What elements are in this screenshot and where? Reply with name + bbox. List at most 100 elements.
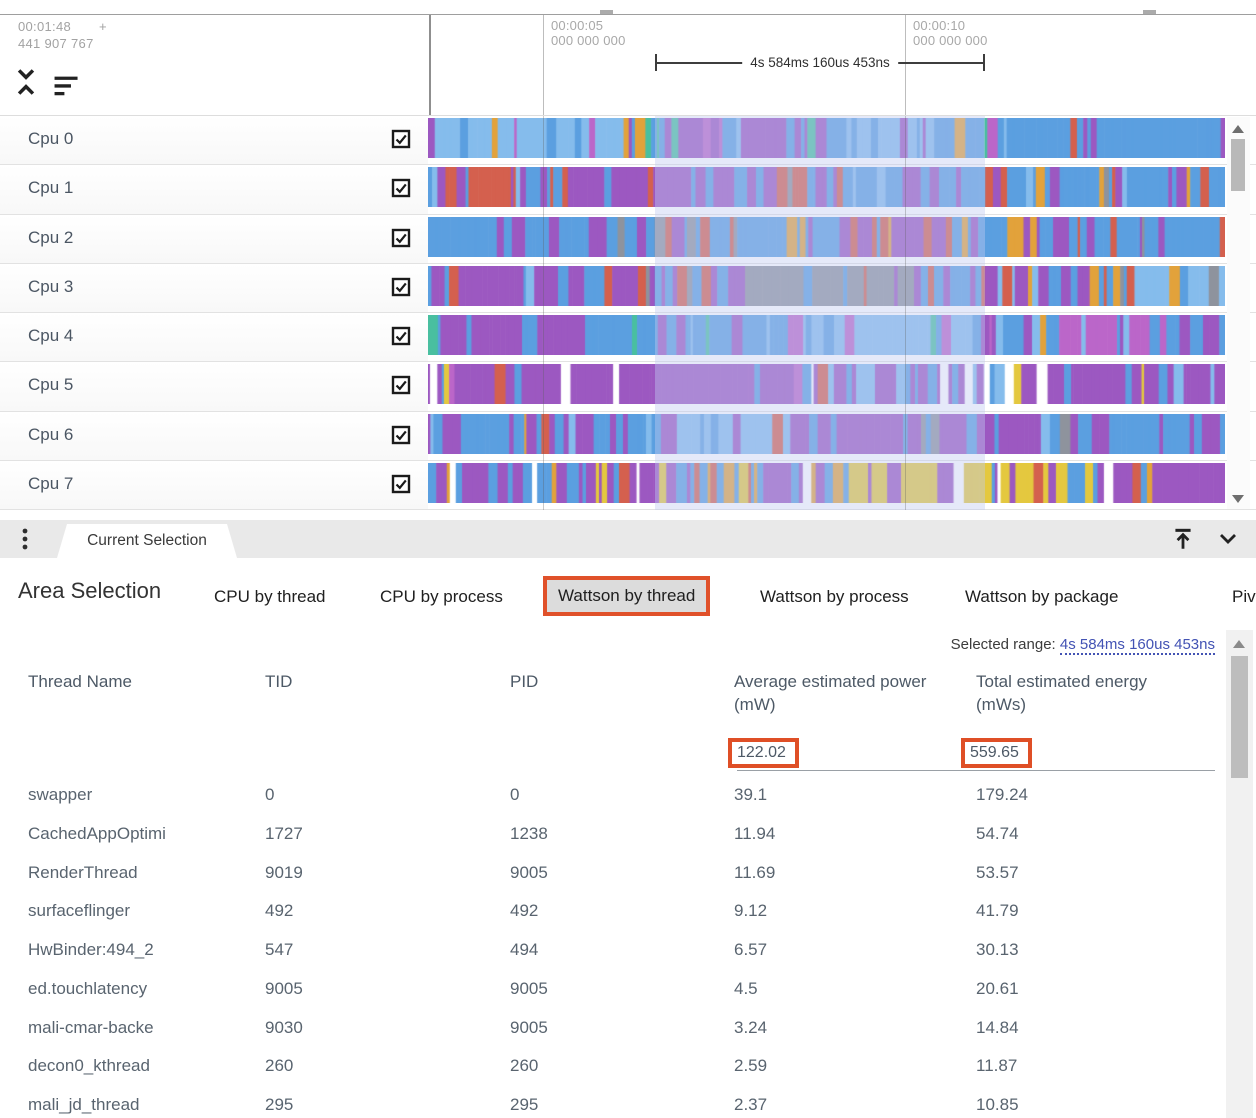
track-checkbox[interactable]: [391, 228, 411, 248]
cpu-slices-track[interactable]: [428, 364, 1225, 405]
timeline-header-left: 00:01:48 + 441 907 767: [0, 15, 431, 115]
ruler-tick: [905, 15, 906, 115]
track-label-pane[interactable]: Cpu 5: [0, 362, 428, 411]
cpu-slices-track[interactable]: [428, 265, 1225, 306]
scrollbar-thumb[interactable]: [1231, 139, 1245, 191]
tracks-scrollbar[interactable]: [1227, 117, 1250, 509]
track-label: Cpu 2: [28, 227, 74, 247]
cell: ed.touchlatency: [28, 978, 148, 998]
cpu-slices-track[interactable]: [428, 216, 1225, 257]
track-checkbox[interactable]: [391, 178, 411, 198]
cell: 179.24: [976, 785, 1028, 804]
total-energy-annotated: 559.65: [961, 738, 1032, 768]
area-tab-cpu-by-process[interactable]: CPU by process: [380, 587, 503, 606]
cell: 0: [265, 785, 275, 804]
cell: 492: [510, 901, 539, 921]
area-tab-cpu-by-thread[interactable]: CPU by thread: [214, 587, 326, 606]
tab-menu-button[interactable]: [14, 526, 36, 552]
cpu-slices-track[interactable]: [428, 315, 1225, 355]
details-panel: Area Selection CPU by thread CPU by proce…: [0, 558, 1256, 1118]
track-checkbox[interactable]: [391, 375, 411, 395]
track-checkbox[interactable]: [391, 474, 411, 494]
cpu-track-row: Cpu 3: [0, 263, 1256, 313]
area-tab-wattson-by-thread[interactable]: Wattson by thread: [543, 576, 711, 616]
cell: 2.37: [734, 1095, 768, 1114]
cell: 9019: [265, 862, 303, 882]
selected-range-link[interactable]: 4s 584ms 160us 453ns: [1059, 636, 1215, 655]
cell: 547: [265, 940, 294, 959]
scrollbar-thumb[interactable]: [1231, 656, 1248, 778]
track-label: Cpu 7: [28, 473, 74, 493]
cell: mali_jd_thread: [28, 1095, 140, 1114]
overview-minimap[interactable]: [0, 0, 1256, 15]
scroll-up-arrow[interactable]: [1232, 125, 1244, 133]
area-selection-overlay[interactable]: [655, 116, 985, 510]
collapse-panel-button[interactable]: [1216, 528, 1240, 550]
cell: 9005: [510, 862, 548, 882]
track-checkbox[interactable]: [391, 326, 411, 346]
cpu-track-row: Cpu 0: [0, 116, 1256, 166]
cell: 1238: [510, 823, 548, 843]
scroll-down-arrow[interactable]: [1232, 495, 1244, 503]
totals-underline: [737, 770, 1215, 771]
cell: 9.12: [734, 901, 768, 921]
cpu-slices-track[interactable]: [428, 413, 1225, 454]
column-header-pid: PID: [510, 672, 539, 691]
cell: 1727: [265, 823, 303, 843]
cpu-track-row: Cpu 1: [0, 165, 1256, 215]
cpu-track-row: Cpu 7: [0, 460, 1256, 510]
cpu-slices-track[interactable]: [428, 167, 1225, 208]
cell: 4.5: [734, 978, 758, 998]
ruler-tick: [543, 15, 544, 115]
cell: 11.69: [734, 862, 776, 882]
cell: 0: [510, 785, 520, 804]
details-tabbar: Current Selection: [0, 520, 1256, 558]
track-checkbox[interactable]: [391, 425, 411, 445]
area-tab-wattson-by-package[interactable]: Wattson by package: [965, 587, 1119, 606]
cell: 11.87: [976, 1056, 1018, 1076]
scroll-up-arrow[interactable]: [1233, 640, 1245, 648]
minimap-marker: [1143, 10, 1156, 14]
cpu-slices-track[interactable]: [428, 462, 1225, 503]
cell: surfaceflinger: [28, 901, 131, 921]
track-label-pane[interactable]: Cpu 0: [0, 116, 428, 165]
track-label-pane[interactable]: Cpu 4: [0, 313, 428, 362]
cell: 295: [510, 1095, 539, 1114]
bracket-left-cap: [655, 54, 657, 71]
total-energy-value: 559.65: [970, 744, 1019, 761]
cell: 10.85: [976, 1095, 1019, 1114]
tab-current-selection[interactable]: Current Selection: [57, 524, 237, 558]
selection-duration-label: 4s 584ms 160us 453ns: [742, 55, 898, 70]
expand-panel-to-top-button[interactable]: [1170, 526, 1196, 552]
track-label-pane[interactable]: Cpu 6: [0, 411, 428, 460]
vertical-dots-icon: [22, 528, 28, 550]
area-tab-wattson-by-process[interactable]: Wattson by process: [760, 587, 909, 606]
cell: 260: [510, 1056, 539, 1076]
track-label-pane[interactable]: Cpu 7: [0, 460, 428, 509]
track-label-pane[interactable]: Cpu 3: [0, 263, 428, 312]
compress-icon: [17, 69, 35, 95]
track-checkbox[interactable]: [391, 277, 411, 297]
time-gridline: [905, 116, 906, 510]
selected-range: Selected range: 4s 584ms 160us 453ns: [951, 636, 1215, 655]
track-checkbox[interactable]: [391, 129, 411, 149]
area-tab-piv[interactable]: Piv: [1232, 587, 1256, 606]
cell: 260: [265, 1056, 294, 1076]
cpu-slices-track[interactable]: [428, 118, 1225, 158]
sort-tracks-button[interactable]: [52, 75, 79, 98]
ruler-tick-label: 00:00:05 000 000 000: [551, 18, 626, 48]
track-label-pane[interactable]: Cpu 2: [0, 214, 428, 263]
collapse-tracks-button[interactable]: [12, 67, 40, 97]
checkbox-check-icon: [391, 129, 411, 149]
viewport-origin-ns: 441 907 767: [18, 36, 94, 51]
checkbox-check-icon: [391, 474, 411, 493]
details-scrollbar[interactable]: [1226, 630, 1253, 1118]
track-label-pane[interactable]: Cpu 1: [0, 165, 428, 214]
cell: mali-cmar-backe: [28, 1017, 154, 1037]
ruler-tick-label: 00:00:10 000 000 000: [913, 18, 988, 48]
cell: HwBinder:494_2: [28, 940, 154, 959]
cell: 492: [265, 901, 294, 921]
column-header-thread-name: Thread Name: [28, 672, 132, 691]
timeline-header: 00:01:48 + 441 907 767: [0, 15, 1256, 116]
